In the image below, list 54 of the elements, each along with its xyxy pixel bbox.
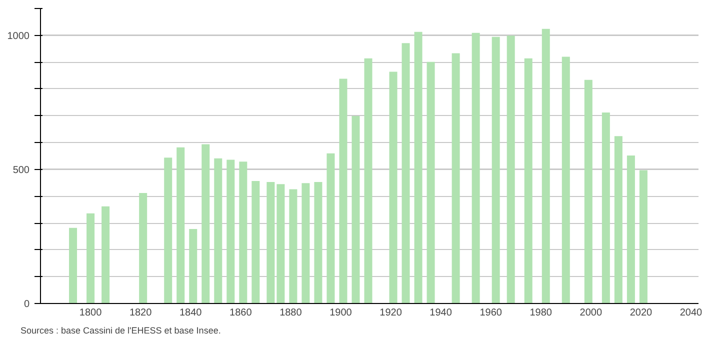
- bar: [226, 160, 235, 304]
- x-tick-label: 1900: [330, 308, 352, 318]
- bar: [252, 180, 260, 304]
- bar: [189, 228, 198, 304]
- bar: [86, 213, 95, 304]
- bar: [542, 28, 550, 304]
- bar: [139, 193, 148, 304]
- bar: [506, 36, 515, 304]
- x-tick-label: 1880: [280, 308, 302, 318]
- x-tick-label: 1960: [480, 308, 502, 318]
- bar: [492, 36, 500, 304]
- bar: [339, 78, 348, 304]
- bar: [176, 147, 185, 304]
- y-tick-label: 0: [24, 299, 30, 310]
- x-tick-label: 1980: [530, 308, 552, 318]
- x-tick-label: 2040: [680, 308, 703, 318]
- bar: [326, 153, 335, 304]
- bar: [452, 53, 460, 304]
- x-tick-label: 1860: [230, 308, 252, 318]
- x-tick-label: 2000: [580, 308, 602, 318]
- bar: [524, 58, 532, 304]
- bar: [626, 155, 635, 304]
- bar: [164, 158, 172, 304]
- bar: [69, 228, 78, 304]
- y-tick-label: 500: [12, 164, 30, 176]
- source-note: Sources : base Cassini de l'EHESS et base Insee.: [20, 326, 221, 336]
- bar: [602, 112, 610, 304]
- bar: [472, 32, 480, 304]
- bar: [364, 58, 372, 304]
- x-tick-label: 1800: [79, 308, 102, 318]
- bar: [289, 189, 298, 304]
- bar: [276, 184, 285, 304]
- bar: [214, 158, 222, 304]
- bar: [389, 72, 398, 304]
- bar: [562, 56, 570, 304]
- bar: [266, 182, 275, 304]
- bar: [639, 170, 648, 304]
- bar: [302, 183, 310, 304]
- x-tick-label: 2020: [630, 308, 653, 318]
- bar: [352, 116, 360, 304]
- bar: [584, 80, 592, 304]
- bar: [614, 136, 622, 304]
- bar: [314, 182, 322, 304]
- bar: [202, 144, 210, 304]
- bar: [239, 162, 248, 304]
- bar: [102, 206, 110, 304]
- bar: [402, 43, 410, 304]
- y-tick-label: 1000: [7, 30, 30, 42]
- x-tick-label: 1920: [380, 308, 402, 318]
- x-tick-label: 1840: [179, 308, 202, 318]
- bar: [426, 62, 435, 304]
- bar: [414, 32, 422, 304]
- x-tick-label: 1820: [129, 308, 152, 318]
- x-tick-label: 1940: [430, 308, 452, 318]
